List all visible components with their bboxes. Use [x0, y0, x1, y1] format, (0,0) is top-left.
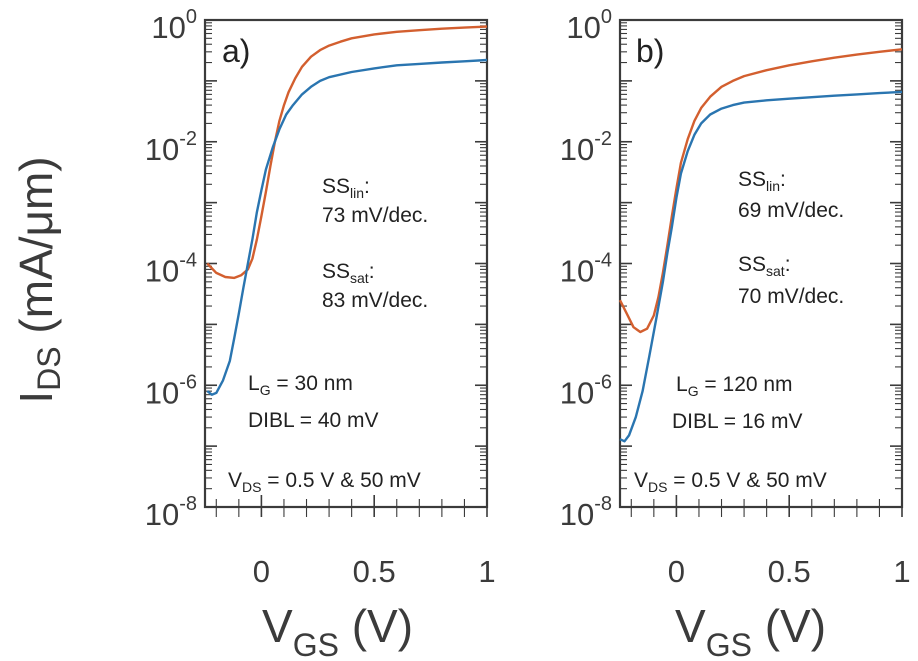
panel-label: a) — [222, 33, 250, 69]
ss-sat-value: 70 mV/dec. — [738, 285, 844, 308]
ss-sat-label: SSsat: — [322, 260, 375, 286]
y-tick-label: 10-2 — [145, 128, 197, 167]
vds-condition: VDS = 0.5 V & 50 mV — [634, 469, 827, 495]
y-tick-label: 10-2 — [560, 128, 612, 167]
x-tick-label: 0.5 — [353, 554, 396, 589]
dibl-value: DIBL = 16 mV — [672, 410, 803, 433]
x-tick-label: 0 — [668, 554, 685, 589]
y-tick-label: 10-8 — [145, 493, 197, 532]
series-line-sat — [206, 25, 488, 280]
gate-length: LG = 120 nm — [676, 373, 793, 399]
y-tick-label: 100 — [566, 6, 612, 45]
y-tick-label: 10-6 — [560, 371, 612, 410]
ss-lin-value: 73 mV/dec. — [322, 204, 428, 227]
y-tick-label: 10-4 — [560, 250, 612, 289]
series-line-lin — [206, 58, 488, 396]
ss-lin-label: SSlin: — [322, 175, 370, 201]
panel-a: 100 10-2 10-4 10-6 10-8 0 0.5 1 a) SSlin: 73 mV/de… — [145, 6, 496, 589]
ss-lin-value: 69 mV/dec. — [738, 199, 844, 222]
y-axis-label: IDS (mA/μm) — [10, 156, 67, 403]
y-tick-label: 10-4 — [145, 250, 197, 289]
series-line-sat — [618, 48, 903, 334]
x-tick-label: 1 — [478, 554, 495, 589]
x-tick-label: 1 — [893, 554, 910, 589]
dibl-value: DIBL = 40 mV — [248, 409, 379, 432]
series-line-lin — [619, 90, 903, 443]
x-tick-label: 0.5 — [768, 554, 811, 589]
ss-sat-label: SSsat: — [738, 253, 791, 279]
ss-lin-label: SSlin: — [738, 168, 786, 194]
gate-length: LG = 30 nm — [248, 372, 353, 398]
x-axis-label-a: VGS (V) — [262, 600, 413, 661]
panel-label: b) — [636, 33, 664, 69]
y-tick-label: 10-6 — [145, 371, 197, 410]
vds-condition: VDS = 0.5 V & 50 mV — [228, 469, 421, 495]
y-tick-label: 100 — [151, 6, 197, 45]
panel-b: 100 10-2 10-4 10-6 10-8 0 0.5 1 b) SSlin: 69 mV/de… — [560, 6, 911, 589]
x-axis-label-b: VGS (V) — [675, 600, 826, 661]
y-tick-label: 10-8 — [560, 493, 612, 532]
ss-sat-value: 83 mV/dec. — [322, 289, 428, 312]
x-tick-label: 0 — [253, 554, 270, 589]
